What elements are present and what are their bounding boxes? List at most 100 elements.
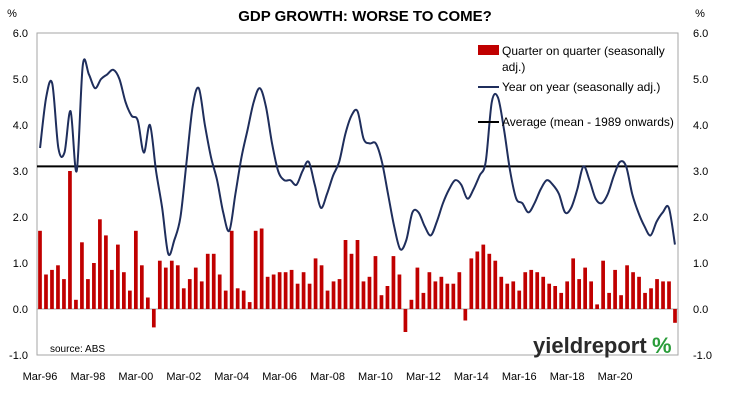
qoq-bar [475,251,480,309]
qoq-bar [637,276,641,309]
qoq-bar [499,276,504,309]
qoq-bar [613,269,617,309]
qoq-bar [169,260,174,309]
legend-label-avg: Average (mean - 1989 onwards) [502,115,674,129]
legend-label-qoq-line2: adj.) [502,60,525,74]
qoq-bar [529,269,534,309]
qoq-bars [38,171,677,332]
y-tick-right-label: 2.0 [693,212,708,224]
qoq-bar [673,309,677,323]
right-unit-label: % [695,8,705,20]
qoq-bar [187,279,192,309]
qoq-bar [601,260,605,309]
qoq-bar [463,309,468,321]
y-tick-right-label: 0.0 [693,304,708,316]
qoq-bar [379,295,384,309]
qoq-bar [139,265,144,309]
qoq-bar [80,242,84,309]
qoq-bar [217,274,222,309]
qoq-bar [649,288,653,309]
qoq-bar [385,286,390,309]
qoq-bar [98,219,102,309]
x-tick-label: Mar-02 [166,371,201,383]
qoq-bar [295,283,300,309]
logo-wordmark: yieldreport [533,333,647,358]
y-tick-left-label: 3.0 [13,166,28,178]
qoq-bar [247,302,252,309]
qoq-bar [56,265,60,309]
right-axis-ticks: 6.0 5.0 4.0 3.0 2.0 1.0 0.0 -1.0 [693,28,712,362]
qoq-bar [631,272,635,309]
qoq-bar [361,281,366,309]
qoq-bar [349,253,354,309]
y-tick-right-label: 5.0 [693,74,708,86]
legend-label-yoy: Year on year (seasonally adj.) [502,80,660,94]
qoq-bar [493,260,498,309]
yoy-line [39,58,676,257]
qoq-bar [157,260,162,309]
y-tick-right-label: 4.0 [693,120,708,132]
qoq-bar [175,265,180,309]
qoq-bar [116,244,120,309]
qoq-bar [145,297,150,309]
y-tick-left-label: 0.0 [13,304,28,316]
x-axis-ticks: Mar-96 Mar-98 Mar-00 Mar-02 Mar-04 Mar-06 Mar-… [23,371,633,383]
qoq-bar [301,272,306,309]
qoq-bar [163,267,168,309]
qoq-bar [319,265,324,309]
qoq-bar [433,281,438,309]
y-tick-left-label: 2.0 [13,212,28,224]
qoq-bar [439,276,444,309]
qoq-bar [110,269,114,309]
qoq-bar [253,230,258,309]
qoq-bar [283,272,288,309]
qoq-bar [565,281,570,309]
x-tick-label: Mar-16 [502,371,537,383]
qoq-bar [355,240,360,309]
qoq-bar [427,272,432,309]
qoq-bar [223,290,228,309]
y-tick-left-label: -1.0 [9,350,28,362]
qoq-bar [559,292,564,309]
qoq-bar [74,299,78,309]
qoq-bar [535,272,540,309]
qoq-bar [571,258,576,309]
qoq-bar [205,253,210,309]
qoq-bar [589,281,593,309]
qoq-bar [451,283,456,309]
qoq-bar [211,253,216,309]
qoq-bar [595,304,599,309]
qoq-bar [193,267,198,309]
qoq-bar [523,272,528,309]
qoq-bar [415,267,420,309]
qoq-bar [517,290,522,309]
qoq-bar [151,309,156,328]
qoq-bar [277,272,282,309]
qoq-bar [122,272,126,309]
legend-label-qoq: Quarter on quarter (seasonally adj.) [502,44,668,74]
qoq-bar [343,240,348,309]
qoq-bar [409,299,414,309]
qoq-bar [487,253,492,309]
y-tick-left-label: 4.0 [13,120,28,132]
qoq-bar [241,290,246,309]
qoq-bar [128,290,132,309]
qoq-bar [547,283,552,309]
y-tick-left-label: 5.0 [13,74,28,86]
qoq-bar [62,279,66,309]
qoq-bar [421,292,426,309]
qoq-bar [68,171,72,309]
qoq-bar [104,235,108,309]
x-tick-label: Mar-14 [454,371,489,383]
qoq-bar [289,269,294,309]
qoq-bar [331,281,336,309]
x-tick-label: Mar-20 [598,371,633,383]
qoq-bar [667,281,671,309]
x-tick-label: Mar-00 [118,371,153,383]
source-note: source: ABS [50,344,105,355]
qoq-bar [92,263,96,309]
qoq-bar [50,269,54,309]
x-tick-label: Mar-06 [262,371,297,383]
qoq-bar [391,256,396,309]
